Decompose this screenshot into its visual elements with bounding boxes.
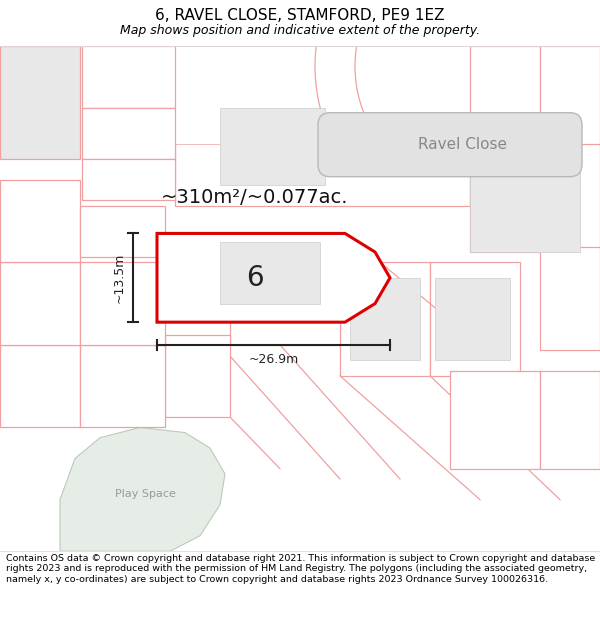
Polygon shape [80,262,165,345]
Polygon shape [435,278,510,361]
Polygon shape [470,46,540,149]
Text: Map shows position and indicative extent of the property.: Map shows position and indicative extent… [120,24,480,38]
Polygon shape [235,46,265,139]
Text: ~310m²/~0.077ac.: ~310m²/~0.077ac. [161,188,349,207]
Polygon shape [450,371,540,469]
Text: 6, RAVEL CLOSE, STAMFORD, PE9 1EZ: 6, RAVEL CLOSE, STAMFORD, PE9 1EZ [155,8,445,23]
Polygon shape [220,242,320,304]
Polygon shape [540,247,600,350]
Polygon shape [470,154,580,252]
Polygon shape [340,262,430,376]
Polygon shape [0,180,80,262]
Polygon shape [430,262,520,376]
Text: Contains OS data © Crown copyright and database right 2021. This information is : Contains OS data © Crown copyright and d… [6,554,595,584]
Polygon shape [470,144,600,252]
Polygon shape [80,206,165,257]
Polygon shape [540,46,600,149]
Text: ~13.5m: ~13.5m [113,253,125,303]
Polygon shape [80,345,165,428]
Polygon shape [0,46,80,159]
Polygon shape [265,46,330,139]
Polygon shape [175,46,470,206]
Polygon shape [175,46,235,139]
Text: Ravel Close: Ravel Close [418,137,506,152]
Polygon shape [82,107,175,159]
Polygon shape [157,233,390,322]
Polygon shape [220,107,325,185]
FancyBboxPatch shape [318,112,582,177]
Polygon shape [82,159,175,201]
Text: Play Space: Play Space [115,489,175,499]
Text: ~26.9m: ~26.9m [248,353,299,366]
Polygon shape [540,371,600,469]
Text: 6: 6 [246,264,264,292]
Polygon shape [60,428,225,551]
Polygon shape [175,46,470,144]
Polygon shape [350,278,420,361]
Polygon shape [0,262,80,345]
Polygon shape [230,272,340,345]
Polygon shape [165,334,230,417]
Polygon shape [0,345,80,428]
Polygon shape [82,46,175,108]
